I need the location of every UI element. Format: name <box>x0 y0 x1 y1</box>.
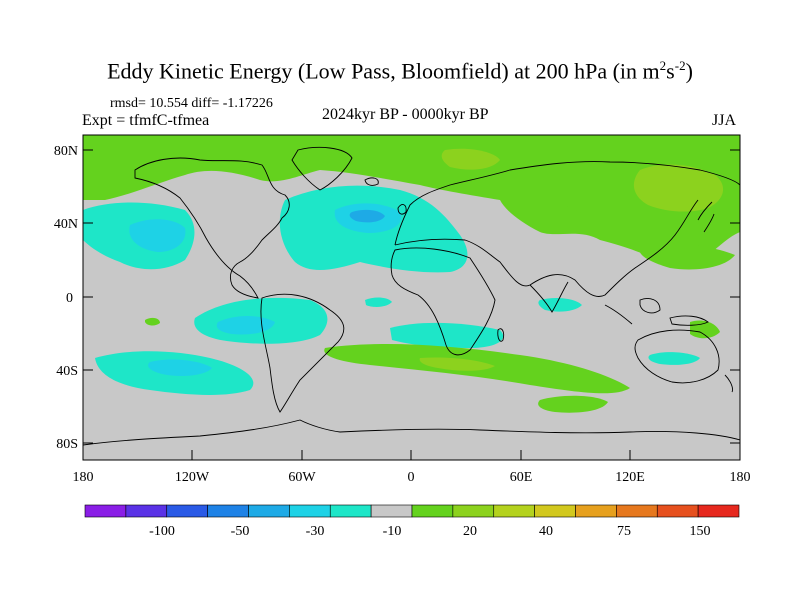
colorbar-label: 40 <box>539 524 553 539</box>
period-label: 2024kyr BP - 0000kyr BP <box>322 106 489 123</box>
coast-madagascar <box>497 328 505 342</box>
coast-new-guinea <box>669 315 709 326</box>
asia-positive-region <box>633 164 724 212</box>
colorbar-swatch <box>166 504 208 518</box>
colorbar-swatch <box>289 504 331 518</box>
lat-label: 0 <box>66 291 73 306</box>
plot-title: Eddy Kinetic Energy (Low Pass, Bloomfiel… <box>107 58 693 84</box>
arctic-positive-region <box>83 135 740 269</box>
lat-ticks <box>83 149 740 444</box>
southern-positive-core <box>419 357 495 371</box>
colorbar <box>84 504 740 518</box>
coast-new-zealand <box>724 374 733 393</box>
lon-label: 180 <box>73 470 94 485</box>
lon-label: 180 <box>730 470 751 485</box>
coast-iceland <box>364 177 379 186</box>
coast-south-america <box>260 293 345 413</box>
north-atlantic-negative-peak <box>349 209 385 223</box>
lon-ticks <box>82 450 741 460</box>
europe-positive-lobe <box>517 199 590 230</box>
colorbar-swatch <box>248 504 290 518</box>
colorbar-label: -50 <box>231 524 250 539</box>
colorbar-swatch <box>125 504 168 518</box>
colorbar-label: 75 <box>617 524 631 539</box>
coast-antarctica <box>83 419 740 446</box>
coast-borneo <box>639 298 661 314</box>
colorbar-label: -100 <box>149 524 175 539</box>
colorbar-swatch <box>656 504 699 518</box>
southern-positive-blob <box>538 395 608 413</box>
colorbar-swatch <box>697 504 740 518</box>
coast-sumatra <box>604 304 633 325</box>
lon-label: 120E <box>615 470 645 485</box>
colorbar-swatch <box>411 504 454 518</box>
lon-label: 60E <box>510 470 533 485</box>
lon-label: 60W <box>288 470 316 485</box>
lat-label: 80N <box>54 144 78 159</box>
colorbar-swatch <box>575 504 617 518</box>
pacific-positive-lobe <box>639 243 735 270</box>
scandinavia-positive-region <box>441 148 500 170</box>
colorbar-swatch <box>493 504 535 518</box>
colorbar-swatch <box>370 504 413 518</box>
australia-negative <box>648 352 700 365</box>
lat-label: 40S <box>56 364 78 379</box>
south-pacific-negative-core <box>148 359 212 376</box>
coast-india <box>529 281 569 313</box>
stats-text: rmsd= 10.554 diff= -1.17226 <box>110 96 273 111</box>
coastlines <box>83 146 740 446</box>
lon-label: 120W <box>175 470 210 485</box>
coast-japan <box>697 201 715 233</box>
colorbar-swatch <box>329 504 372 518</box>
lon-labels: 180 120W 60W 0 60E 120E 180 <box>73 470 751 485</box>
colorbar-swatch <box>207 504 249 518</box>
colorbar-labels: -100 -50 -30 -10 20 40 75 150 <box>149 524 710 539</box>
colorbar-label: 150 <box>690 524 711 539</box>
colorbar-label: 20 <box>463 524 477 539</box>
colorbar-swatch <box>452 504 495 518</box>
lat-label: 80S <box>56 437 78 452</box>
colorbar-swatch <box>84 504 127 518</box>
lat-label: 40N <box>54 217 78 232</box>
colorbar-swatch <box>534 504 576 518</box>
lat-labels: 80N 40N 0 40S 80S <box>54 144 78 452</box>
lon-label: 0 <box>408 470 415 485</box>
pacific-positive-small <box>145 317 160 326</box>
north-pacific-negative-core <box>129 219 186 252</box>
colorbar-label: -30 <box>306 524 325 539</box>
colorbar-swatch <box>616 504 658 518</box>
field-shading <box>83 135 740 413</box>
season-label: JJA <box>712 112 737 129</box>
coast-australia <box>634 329 720 384</box>
coast-greenland <box>291 146 353 191</box>
coast-africa <box>390 247 496 356</box>
coast-north-america <box>134 157 290 299</box>
colorbar-label: -10 <box>383 524 402 539</box>
south-indian-negative <box>390 322 504 348</box>
coast-eurasia <box>394 161 740 297</box>
tropical-pacific-negative-core <box>216 316 275 335</box>
atlantic-negative-small <box>365 297 392 307</box>
coast-uk <box>397 204 407 215</box>
experiment-label: Expt = tfmfC-tfmea <box>82 112 210 129</box>
